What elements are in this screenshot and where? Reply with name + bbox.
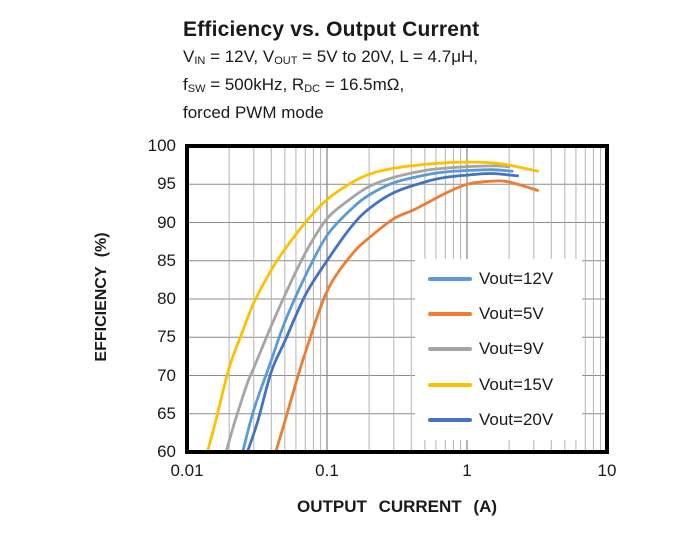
- x-axis-title: OUTPUT CURRENT (A): [296, 497, 498, 516]
- legend-item-vout-9v: Vout=9V: [415, 334, 582, 364]
- legend-label: Vout=5V: [479, 304, 544, 324]
- y-tick-label: 100: [147, 136, 176, 155]
- legend-swatch: [428, 312, 472, 317]
- legend-label: Vout=12V: [479, 268, 554, 288]
- series-line-vout-9v: [224, 164, 511, 453]
- y-tick-label: 85: [157, 250, 176, 270]
- legend-swatch: [428, 382, 472, 387]
- y-tick-label: 60: [157, 442, 176, 461]
- subtitle-line: fSW = 500kHz, RDC = 16.5mΩ,: [183, 75, 405, 95]
- legend-item-vout-20v: Vout=20V: [415, 405, 582, 435]
- x-tick-label: 0.01: [170, 461, 204, 480]
- y-tick-label: 65: [157, 403, 176, 423]
- y-tick-label: 75: [157, 327, 176, 347]
- series-line-vout-15v: [206, 160, 540, 453]
- chart-legend: Vout=12V Vout=5V Vout=9V Vout=15V Vout=20V: [415, 259, 582, 440]
- y-tick-label: 70: [157, 365, 176, 385]
- legend-label: Vout=20V: [479, 410, 554, 430]
- legend-item-vout-15v: Vout=15V: [415, 370, 582, 400]
- series-line-vout-5v: [274, 179, 540, 453]
- subtitle-line: forced PWM mode: [183, 103, 324, 122]
- x-tick-label: 1: [462, 461, 472, 480]
- legend-swatch: [428, 276, 472, 281]
- legend-swatch: [428, 347, 472, 352]
- series-line-vout-12v: [241, 168, 514, 453]
- plot-border: [185, 144, 609, 454]
- chart-title: Efficiency vs. Output Current: [183, 18, 480, 41]
- legend-swatch: [428, 418, 472, 423]
- legend-item-vout-12v: Vout=12V: [415, 264, 582, 294]
- legend-label: Vout=15V: [479, 374, 554, 394]
- x-tick-label: 10: [597, 461, 617, 480]
- series-line-vout-20v: [246, 172, 519, 453]
- x-tick-label: 0.1: [315, 461, 339, 480]
- chart-subtitle: VIN = 12V, VOUT = 5V to 20V, L = 4.7μH, f…: [183, 45, 478, 125]
- y-tick-label: 95: [157, 174, 176, 194]
- legend-item-vout-5v: Vout=5V: [415, 299, 582, 329]
- legend-label: Vout=9V: [479, 339, 544, 359]
- y-tick-label: 80: [157, 289, 176, 308]
- y-tick-label: 90: [157, 212, 176, 232]
- subtitle-line: VIN = 12V, VOUT = 5V to 20V, L = 4.7μH,: [183, 47, 478, 67]
